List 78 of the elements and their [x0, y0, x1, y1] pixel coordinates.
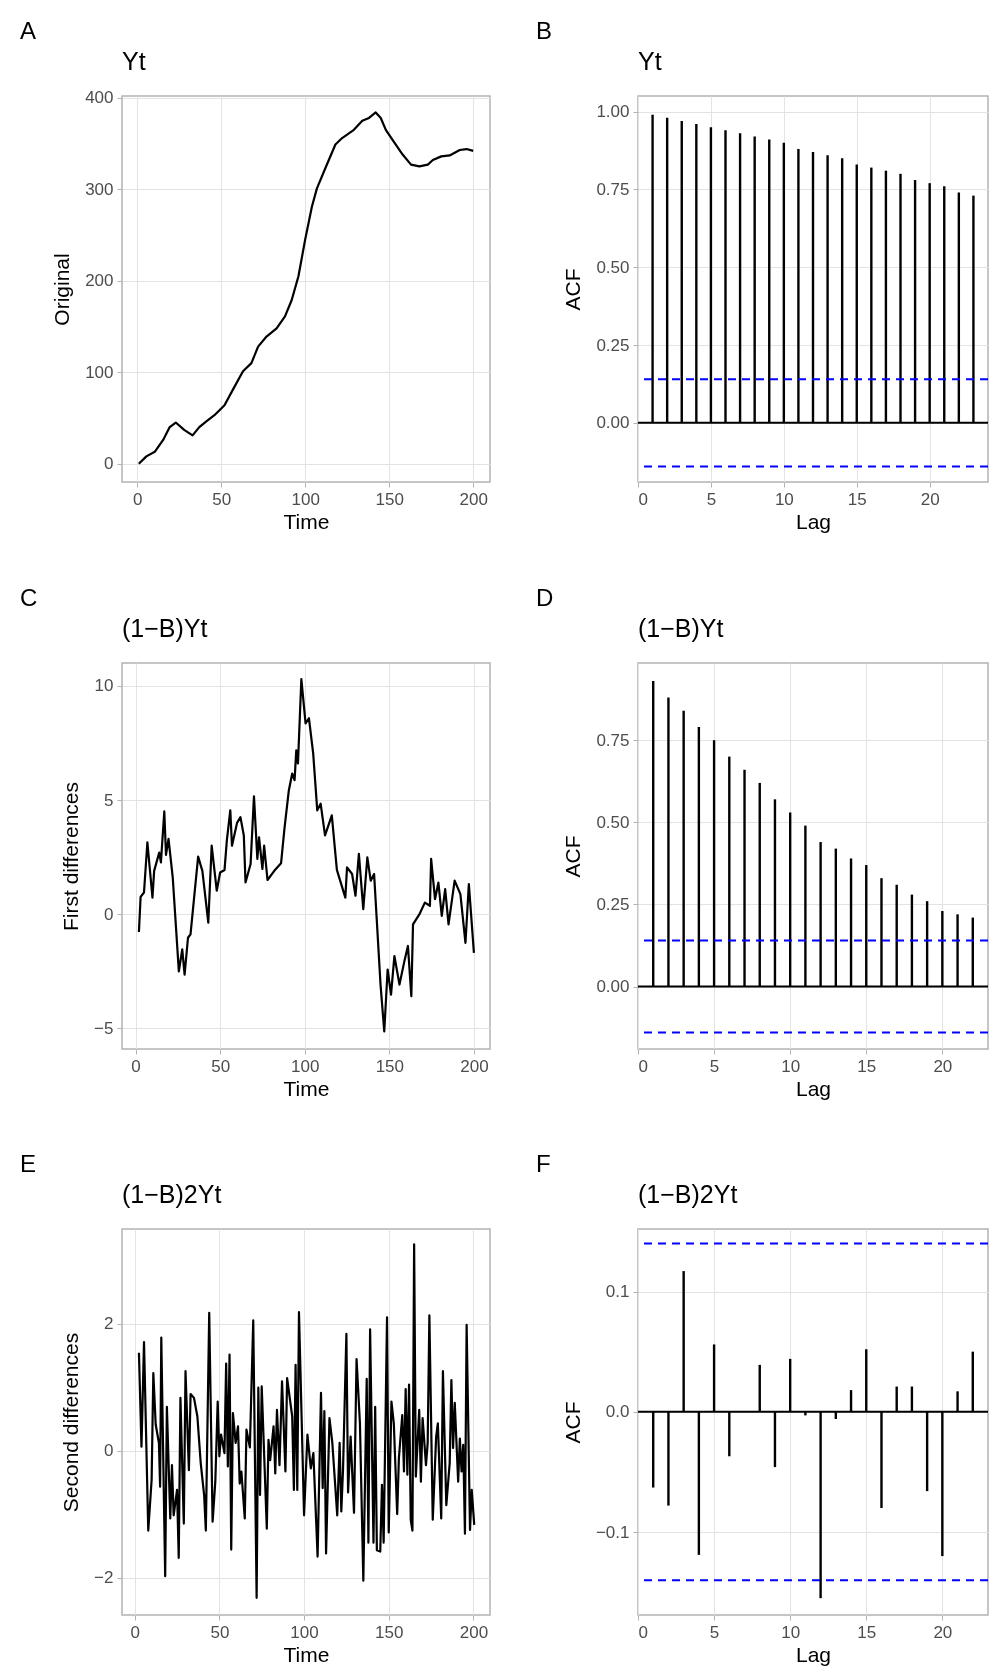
- x-axis-title: Lag: [795, 509, 832, 533]
- x-tick-label: 150: [375, 1056, 405, 1076]
- text: D: [536, 584, 554, 611]
- x-tick-label: 20: [933, 1622, 953, 1642]
- chart-title: (1−B)2Yt: [122, 1180, 222, 1208]
- x-tick-label: 0: [638, 489, 648, 509]
- chart-title: (1−B)Yt: [638, 614, 724, 642]
- x-tick-label: 0: [638, 1056, 648, 1076]
- y-axis-title: Original: [50, 253, 74, 326]
- x-tick-label: 200: [460, 1056, 489, 1076]
- y-tick-label: 0: [104, 1441, 114, 1461]
- x-axis-title: Time: [283, 1076, 330, 1100]
- y-tick-label: 0.25: [596, 894, 630, 914]
- y-tick-label: 0.25: [596, 335, 630, 355]
- x-tick-label: 0: [638, 1622, 648, 1642]
- x-axis-title: Time: [283, 1642, 330, 1666]
- x-tick-label: 100: [290, 1622, 319, 1642]
- text: F: [536, 1150, 551, 1177]
- x-tick-label: 15: [857, 1056, 877, 1076]
- y-tick-label: 0.50: [596, 812, 630, 832]
- y-tick-label: 5: [104, 790, 114, 810]
- y-tick-label: 0.00: [596, 977, 630, 997]
- x-tick-label: 150: [375, 489, 404, 509]
- x-tick-label: 200: [459, 1622, 489, 1642]
- y-tick-label: 0.0: [605, 1402, 630, 1422]
- x-tick-label: 10: [774, 489, 794, 509]
- x-tick-label: 5: [709, 1056, 720, 1076]
- y-tick-label: 400: [85, 88, 114, 108]
- y-tick-label: 0: [104, 904, 114, 924]
- x-tick-label: 0: [130, 1622, 140, 1642]
- y-tick-label: −5: [94, 1018, 114, 1038]
- y-tick-label: 0.50: [596, 257, 630, 277]
- chart-title: (1−B)2Yt: [638, 1180, 738, 1208]
- y-tick-label: −2: [94, 1568, 114, 1588]
- x-tick-label: 0: [131, 1056, 141, 1076]
- y-tick-label: 2: [104, 1314, 114, 1334]
- text: E: [20, 1150, 37, 1177]
- y-tick-label: 0: [104, 454, 114, 474]
- text: A: [20, 17, 37, 44]
- x-tick-label: 200: [459, 489, 488, 509]
- x-tick-label: 5: [709, 1622, 720, 1642]
- x-tick-label: 50: [210, 1622, 230, 1642]
- x-tick-label: 10: [781, 1622, 801, 1642]
- text: B: [536, 17, 553, 44]
- x-tick-label: 15: [847, 489, 867, 509]
- x-tick-label: 50: [212, 489, 232, 509]
- x-tick-label: 20: [920, 489, 940, 509]
- chart-title: Yt: [122, 47, 146, 75]
- x-tick-label: 150: [375, 1622, 404, 1642]
- y-axis-title: ACF: [561, 268, 585, 311]
- chart-title: (1−B)Yt: [122, 614, 208, 642]
- x-tick-label: 100: [291, 1056, 320, 1076]
- y-axis-title: First differences: [59, 782, 83, 931]
- x-tick-label: 0: [132, 489, 143, 509]
- y-axis-title: ACF: [560, 1401, 584, 1444]
- y-tick-label: 100: [85, 362, 114, 382]
- x-tick-label: 50: [211, 1056, 231, 1076]
- y-axis-title: Second differences: [59, 1332, 83, 1513]
- x-axis-title: Lag: [795, 1076, 832, 1100]
- x-axis-title: Lag: [795, 1642, 832, 1666]
- y-axis-title: ACF: [561, 835, 585, 878]
- x-tick-label: 5: [706, 489, 717, 509]
- y-tick-label: 200: [85, 271, 114, 291]
- y-tick-label: 10: [94, 676, 114, 696]
- y-tick-label: 0.75: [596, 179, 630, 199]
- x-axis-title: Time: [283, 509, 330, 533]
- y-tick-label: 0.00: [596, 413, 630, 433]
- x-tick-label: 10: [781, 1056, 801, 1076]
- y-tick-label: 1.00: [596, 102, 630, 122]
- y-tick-label: 0.1: [605, 1282, 630, 1302]
- y-tick-label: −0.1: [595, 1522, 630, 1542]
- text: C: [20, 584, 38, 611]
- x-tick-label: 100: [291, 489, 320, 509]
- y-tick-label: 0.75: [596, 730, 630, 750]
- x-tick-label: 15: [857, 1622, 877, 1642]
- chart-title: Yt: [638, 47, 662, 75]
- y-tick-label: 300: [85, 179, 114, 199]
- x-tick-label: 20: [933, 1056, 953, 1076]
